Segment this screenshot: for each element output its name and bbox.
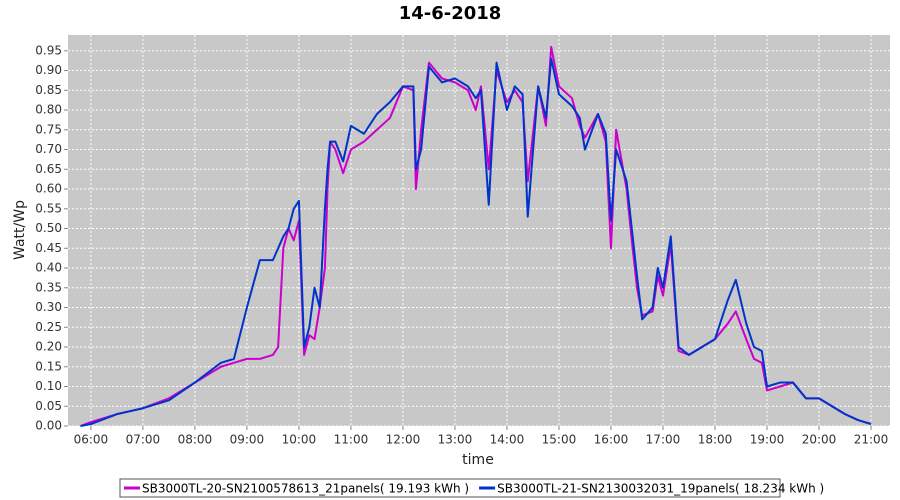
- series-line: [80, 57, 872, 427]
- y-tick-label: 0.80: [35, 103, 62, 117]
- y-tick-label: 0.45: [35, 241, 62, 255]
- x-tick-label: 20:00: [802, 433, 837, 447]
- x-axis-title: time: [462, 452, 494, 468]
- x-tick-label: 07:00: [126, 433, 161, 447]
- y-tick-label: 0.95: [35, 43, 62, 57]
- y-tick-label: 0.90: [35, 63, 62, 77]
- y-tick-label: 0.65: [35, 162, 62, 176]
- y-tick-label: 0.00: [35, 419, 62, 433]
- x-tick-label: 16:00: [594, 433, 629, 447]
- y-tick-label: 0.35: [35, 280, 62, 294]
- plot-area: [68, 35, 890, 426]
- x-tick-label: 21:00: [854, 433, 889, 447]
- y-tick-label: 0.75: [35, 122, 62, 136]
- y-axis-title: Watt/Wp: [12, 200, 28, 260]
- x-tick-label: 08:00: [178, 433, 213, 447]
- lines: [80, 45, 872, 427]
- y-tick-label: 0.50: [35, 221, 62, 235]
- legend-box: [119, 478, 781, 498]
- x-tick-label: 10:00: [282, 433, 317, 447]
- x-tick-label: 13:00: [438, 433, 473, 447]
- x-tick-label: 06:00: [74, 433, 109, 447]
- y-tick-label: 0.20: [35, 340, 62, 354]
- y-tick-label: 0.10: [35, 379, 62, 393]
- x-tick-label: 15:00: [542, 433, 577, 447]
- x-tick-label: 11:00: [334, 433, 369, 447]
- x-tick-label: 19:00: [750, 433, 785, 447]
- chart-title: 14-6-2018: [399, 3, 502, 24]
- x-tick-label: 12:00: [386, 433, 421, 447]
- y-tick-label: 0.55: [35, 201, 62, 215]
- y-tick-label: 0.15: [35, 359, 62, 373]
- y-tick-label: 0.25: [35, 320, 62, 334]
- x-tick-label: 14:00: [490, 433, 525, 447]
- legend: SB3000TL-20-SN2100578613_21panels( 19.19…: [119, 478, 824, 498]
- y-tick-label: 0.85: [35, 83, 62, 97]
- y-tick-label: 0.40: [35, 261, 62, 275]
- y-tick-label: 0.70: [35, 142, 62, 156]
- x-tick-label: 18:00: [698, 433, 733, 447]
- grid: 0.00 0.05 0.10 0.15 0.20 0.25 0.30 0.35 0.40 0.45…: [35, 35, 890, 447]
- x-tick-label: 17:00: [646, 433, 681, 447]
- y-tick-label: 0.60: [35, 182, 62, 196]
- y-tick-label: 0.30: [35, 300, 62, 314]
- legend-label: SB3000TL-20-SN2100578613_21panels( 19.19…: [142, 482, 469, 496]
- y-tick-label: 0.05: [35, 399, 62, 413]
- legend-label: SB3000TL-21-SN2130032031_19panels( 18.23…: [497, 482, 824, 496]
- x-tick-label: 09:00: [230, 433, 265, 447]
